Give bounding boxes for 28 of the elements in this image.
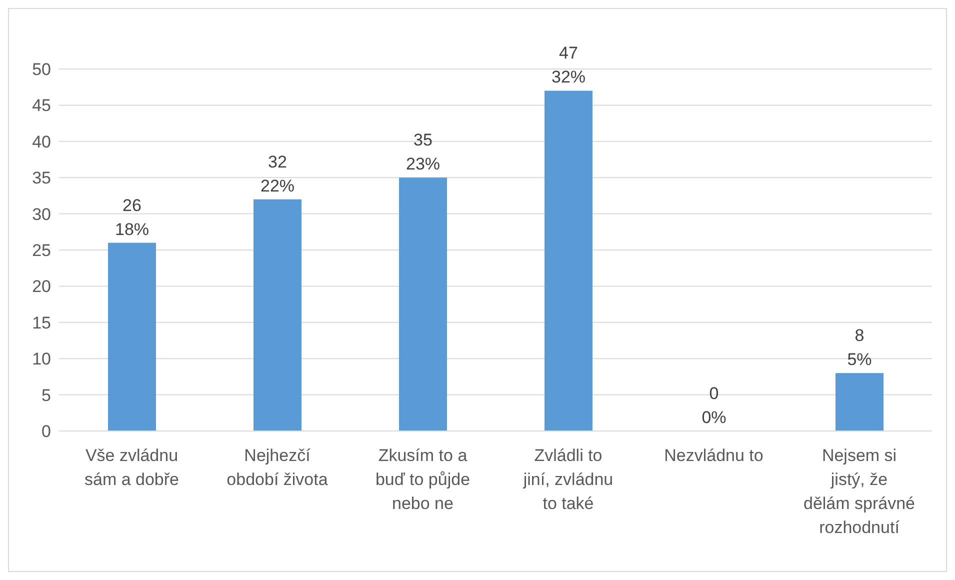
y-tick-label: 45 (32, 96, 51, 116)
y-tick-label: 50 (32, 60, 51, 80)
x-tick-label: Nejhezčí období života (226, 446, 328, 489)
bar (836, 373, 884, 431)
bar (544, 90, 592, 431)
y-tick-label: 35 (32, 168, 51, 188)
x-tick-label: Zkusím to a buď to půjde nebo ne (375, 446, 470, 513)
x-tick-label: Nezvládnu to (664, 446, 764, 465)
y-tick-label: 20 (32, 277, 51, 296)
bar (108, 242, 156, 431)
data-label: 26 18% (114, 196, 150, 239)
y-tick-label: 30 (32, 204, 51, 224)
y-tick-label: 15 (32, 313, 51, 332)
data-label: 8 5% (847, 326, 872, 370)
data-label: 0 0% (702, 384, 726, 427)
x-tick-label: Nejsem si jistý, že dělám správné rozhodnutí (803, 446, 916, 537)
y-tick-label: 25 (32, 241, 51, 260)
y-tick-label: 5 (42, 386, 51, 405)
y-tick-label: 40 (32, 132, 51, 152)
bar (399, 178, 447, 431)
x-tick-label: Vše zvládnu sám a dobře (84, 446, 179, 489)
y-tick-label: 0 (42, 422, 51, 442)
data-label: 35 23% (406, 130, 440, 174)
data-label: 32 22% (260, 152, 295, 196)
bar (254, 199, 302, 431)
y-tick-label: 10 (32, 350, 51, 369)
data-label: 47 32% (551, 44, 586, 87)
x-tick-label: Zvládli to jiní, zvládnu to také (522, 446, 614, 513)
